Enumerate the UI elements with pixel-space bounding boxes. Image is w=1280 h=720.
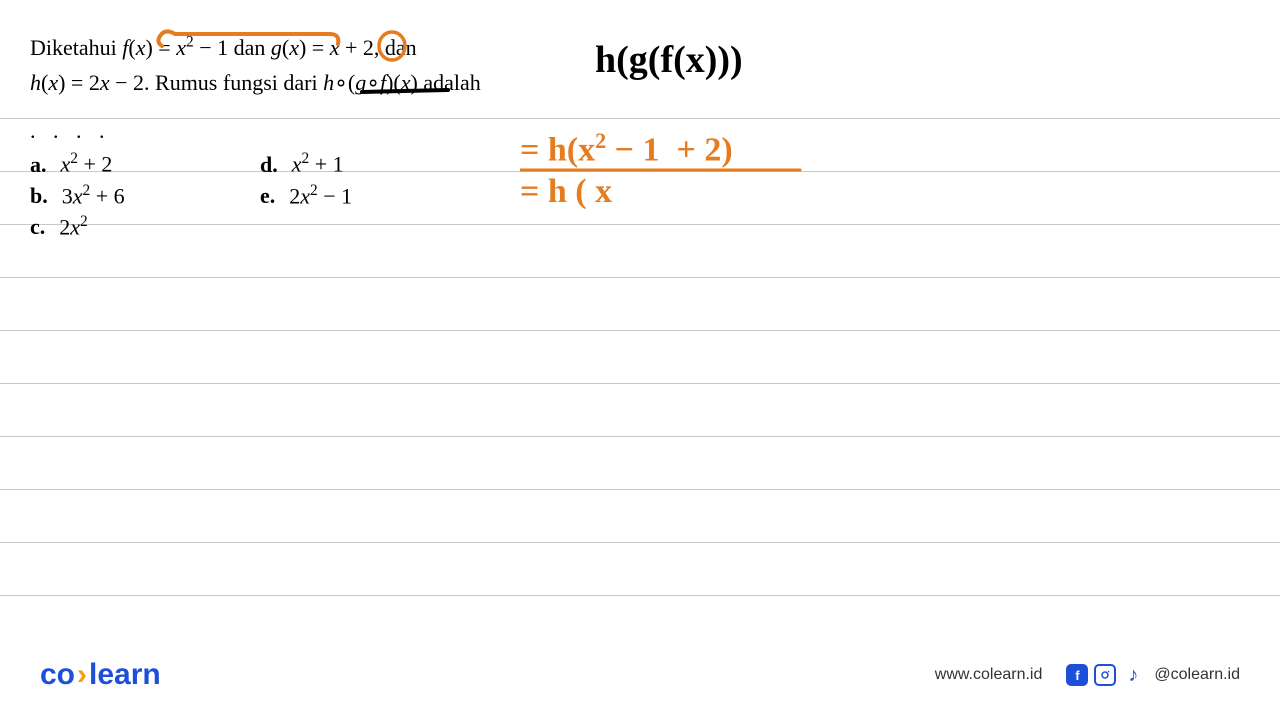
option-e-label: e. bbox=[260, 183, 275, 208]
text-rumus: Rumus fungsi dari bbox=[150, 70, 324, 95]
option-row-2: b.3x2 + 6 e.2x2 − 1 bbox=[30, 182, 1250, 209]
step1-underline bbox=[520, 167, 810, 175]
footer-url: www.colearn.id bbox=[935, 666, 1043, 684]
facebook-icon: f bbox=[1066, 664, 1088, 686]
text-diketahui: Diketahui bbox=[30, 35, 122, 60]
text-dan1: dan bbox=[228, 35, 271, 60]
social-links: f ♪ @colearn.id bbox=[1066, 664, 1240, 686]
handwritten-step2: = h ( x bbox=[520, 173, 612, 211]
social-handle: @colearn.id bbox=[1154, 666, 1240, 684]
option-a-label: a. bbox=[30, 152, 47, 177]
handwritten-composite: h(g(f(x))) bbox=[595, 38, 743, 82]
instagram-icon bbox=[1094, 664, 1116, 686]
tiktok-icon: ♪ bbox=[1122, 664, 1144, 686]
footer: co›learn www.colearn.id f ♪ @colearn.id bbox=[0, 658, 1280, 692]
brand-logo: co›learn bbox=[40, 658, 161, 692]
logo-co: co bbox=[40, 658, 75, 691]
text-adalah: adalah bbox=[418, 70, 481, 95]
problem-statement: Diketahui f(x) = x2 − 1 dan g(x) = x + 2… bbox=[30, 30, 570, 100]
option-row-3: c.2x2 bbox=[30, 213, 1250, 240]
option-c-label: c. bbox=[30, 214, 45, 239]
text-dan2: dan bbox=[379, 35, 416, 60]
logo-learn: learn bbox=[89, 658, 161, 691]
logo-dot: › bbox=[77, 658, 87, 691]
handwritten-step1: = h(x2 − 1 + 2) bbox=[520, 128, 733, 169]
option-b-label: b. bbox=[30, 183, 48, 208]
option-d-label: d. bbox=[260, 152, 278, 177]
